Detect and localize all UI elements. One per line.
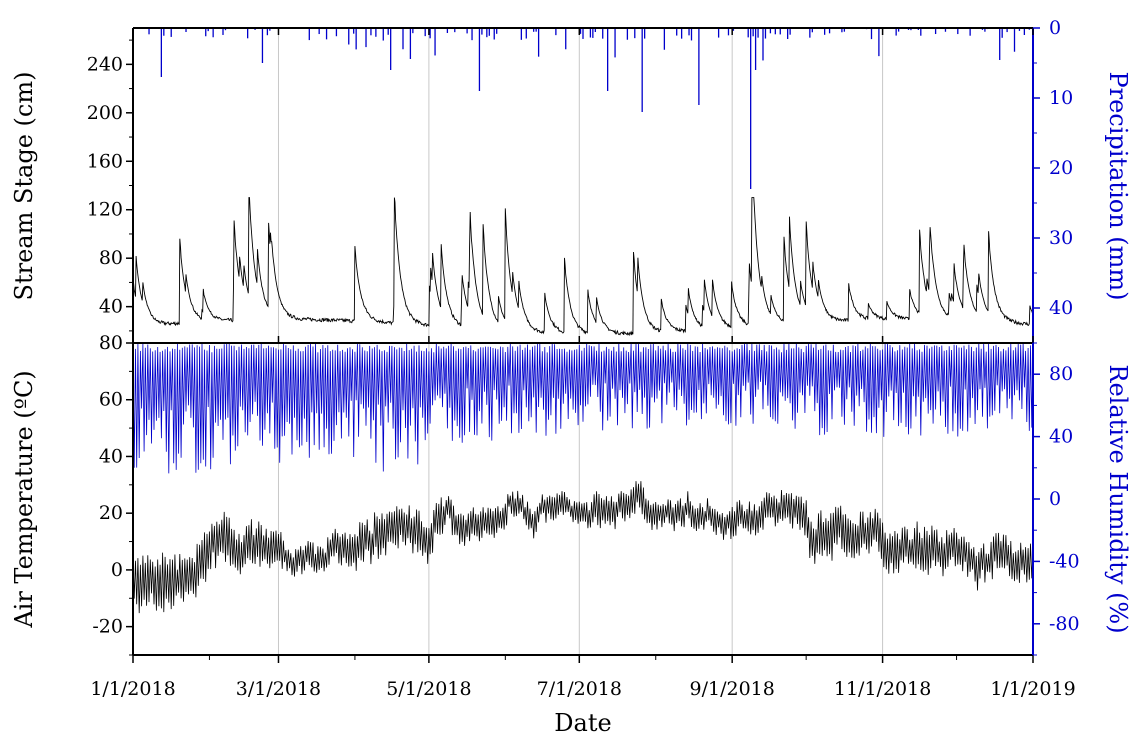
air-temperature-tick-label: 0 — [111, 559, 123, 581]
precipitation-tick-label: 20 — [1049, 157, 1073, 179]
stream-stage-tick-label: 200 — [87, 102, 123, 124]
x-tick-label: 9/1/2018 — [690, 678, 775, 700]
x-tick-label: 1/1/2019 — [990, 678, 1075, 700]
relative-humidity-line — [132, 342, 1034, 474]
relative-humidity-axis-title: Relative Humidity (%) — [1104, 364, 1132, 633]
bottom-panel-series — [132, 342, 1034, 614]
air-temperature-tick-label: 80 — [99, 332, 123, 354]
relative-humidity-tick-label: 80 — [1049, 363, 1073, 385]
date-axis-title: Date — [554, 709, 611, 737]
stream-stage-tick-label: 40 — [99, 296, 123, 318]
stream-stage-tick-label: 120 — [87, 199, 123, 221]
relative-humidity-tick-label: 0 — [1049, 488, 1061, 510]
stream-stage-tick-label: 240 — [87, 53, 123, 75]
stream-stage-tick-label: 160 — [87, 150, 123, 172]
stream-stage-tick-label: 80 — [99, 247, 123, 269]
air-temperature-tick-label: 60 — [99, 389, 123, 411]
stream-stage-axis-title: Stream Stage (cm) — [10, 72, 38, 301]
precipitation-tick-label: 30 — [1049, 227, 1073, 249]
air-temperature-tick-label: -20 — [92, 616, 123, 638]
x-tick-label: 1/1/2018 — [90, 678, 175, 700]
precipitation-tick-label: 0 — [1049, 17, 1061, 39]
axis-ticks: 1/1/2018 3/1/2018 5/1/2018 7/1/2018 9/1/2018… — [87, 17, 1080, 700]
relative-humidity-tick-label: 40 — [1049, 426, 1073, 448]
precipitation-axis-title: Precipitation (mm) — [1104, 71, 1132, 300]
top-panel-series — [132, 28, 1034, 337]
precipitation-bars — [148, 28, 1030, 189]
x-tick-label: 11/1/2018 — [834, 678, 931, 700]
stream-stage-line — [132, 197, 1034, 337]
air-temperature-axis-title: Air Temperature (ºC) — [10, 370, 38, 628]
relative-humidity-tick-label: -40 — [1049, 550, 1080, 572]
air-temperature-tick-label: 40 — [99, 445, 123, 467]
precipitation-tick-label: 40 — [1049, 297, 1073, 319]
precipitation-tick-label: 10 — [1049, 87, 1073, 109]
grid-lines — [277, 28, 884, 655]
x-tick-label: 3/1/2018 — [236, 678, 321, 700]
x-tick-label: 7/1/2018 — [537, 678, 622, 700]
relative-humidity-tick-label: -80 — [1049, 613, 1080, 635]
air-temperature-tick-label: 20 — [99, 502, 123, 524]
x-tick-label: 5/1/2018 — [386, 678, 471, 700]
air-temperature-line — [132, 481, 1034, 614]
